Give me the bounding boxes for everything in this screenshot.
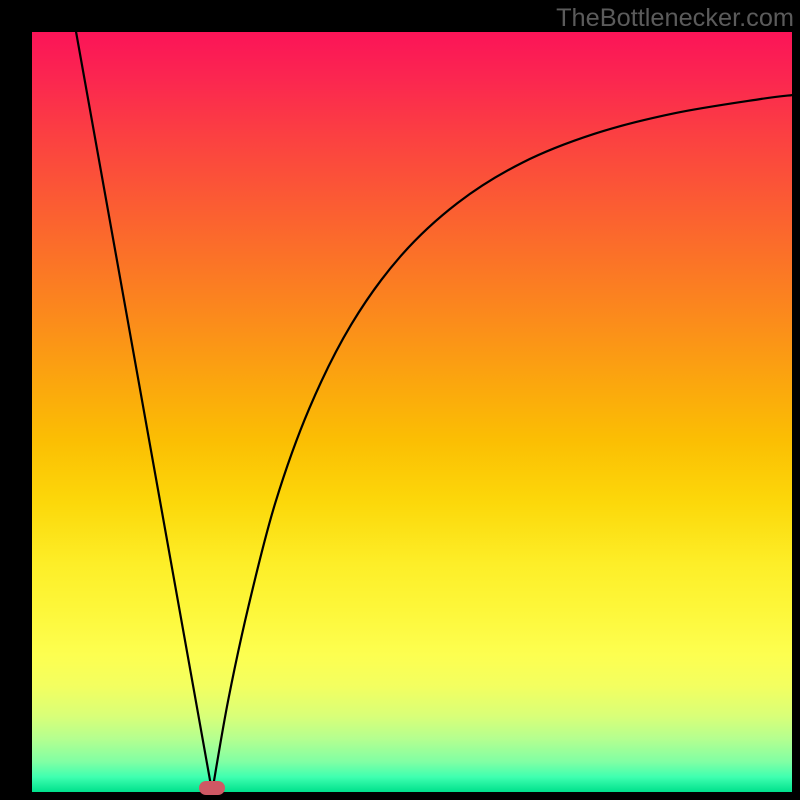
chart-frame: TheBottlenecker.com bbox=[0, 0, 800, 800]
plot-area bbox=[32, 32, 792, 792]
curve-right-arm bbox=[212, 95, 792, 792]
min-marker bbox=[199, 781, 225, 795]
curve-left-arm bbox=[76, 32, 212, 792]
watermark-text: TheBottlenecker.com bbox=[556, 4, 794, 33]
curve-layer bbox=[32, 32, 792, 792]
